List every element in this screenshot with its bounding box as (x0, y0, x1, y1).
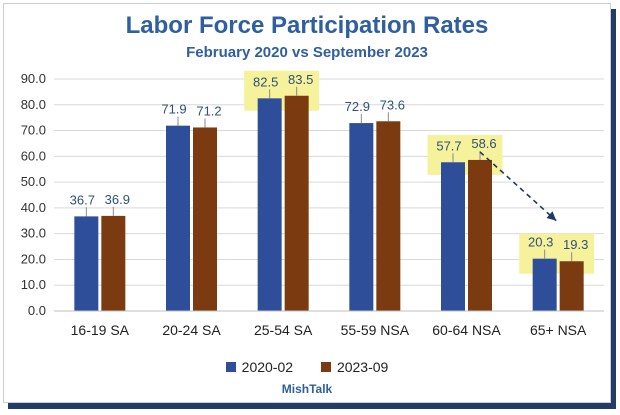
data-label: 19.3 (563, 237, 588, 252)
arrow-head-icon (546, 211, 557, 221)
data-label: 36.9 (105, 192, 130, 207)
y-tick-label: 90.0 (21, 71, 46, 86)
chart-legend: 2020-02 2023-09 (4, 359, 610, 375)
data-label: 57.7 (436, 138, 461, 153)
bar-2023-09-65-nsa (559, 261, 584, 311)
x-category-label: 20-24 SA (162, 322, 221, 338)
bar-chart-plot: 0.0 10.0 20.0 30.0 40.0 50.0 60.0 70.0 80.0 90.0 3… (21, 70, 604, 338)
y-tick-label: 60.0 (21, 148, 46, 163)
bar-2020-02-60-64-nsa (441, 162, 465, 311)
x-category-label: 25-54 SA (254, 322, 313, 338)
x-category-label: 65+ NSA (530, 322, 587, 338)
chart-frame: Labor Force Participation Rates February… (3, 3, 611, 403)
y-tick-label: 70.0 (21, 123, 46, 138)
bar-2020-02-25-54-sa (257, 98, 282, 311)
data-label: 20.3 (528, 235, 553, 250)
bar-2020-02-65-nsa (532, 258, 557, 311)
y-tick-label: 30.0 (21, 226, 46, 241)
data-label: 58.6 (471, 136, 496, 151)
data-label: 71.2 (196, 103, 221, 118)
data-label: 83.5 (288, 72, 313, 87)
data-label: 71.9 (161, 102, 186, 117)
bar-2023-09-25-54-sa (284, 95, 309, 311)
bar-2020-02-16-19-sa (74, 216, 99, 311)
legend-item-2020-02: 2020-02 (225, 359, 294, 375)
data-label: 72.9 (345, 99, 370, 114)
legend-label-2020-02: 2020-02 (241, 359, 294, 375)
y-tick-label: 40.0 (21, 200, 46, 215)
chart-subtitle: February 2020 vs September 2023 (186, 44, 428, 61)
data-label: 36.7 (70, 192, 95, 207)
legend-swatch-2020-02 (225, 362, 236, 372)
bar-2023-09-55-59-nsa (376, 121, 401, 311)
y-tick-label: 80.0 (21, 97, 46, 112)
data-label: 82.5 (253, 74, 278, 89)
y-tick-label: 50.0 (21, 174, 46, 189)
data-label: 73.6 (380, 97, 405, 112)
bar-2023-09-16-19-sa (101, 215, 126, 311)
x-category-label: 55-59 NSA (341, 322, 410, 338)
bar-2023-09-60-64-nsa (468, 159, 492, 311)
y-tick-label: 10.0 (21, 277, 46, 292)
y-tick-label: 0.0 (28, 303, 46, 318)
y-tick-label: 20.0 (21, 251, 46, 266)
dashed-arrow-line (479, 151, 557, 222)
bar-2020-02-20-24-sa (166, 125, 190, 311)
bar-2023-09-20-24-sa (193, 127, 217, 311)
legend-item-2023-09: 2023-09 (320, 359, 389, 375)
x-category-label: 16-19 SA (71, 322, 130, 338)
chart-title: Labor Force Participation Rates (125, 12, 489, 39)
legend-label-2023-09: 2023-09 (336, 359, 389, 375)
legend-swatch-2023-09 (320, 362, 331, 372)
bar-2020-02-55-59-nsa (349, 123, 374, 311)
source-label: MishTalk (281, 382, 333, 396)
x-category-label: 60-64 NSA (432, 322, 501, 338)
